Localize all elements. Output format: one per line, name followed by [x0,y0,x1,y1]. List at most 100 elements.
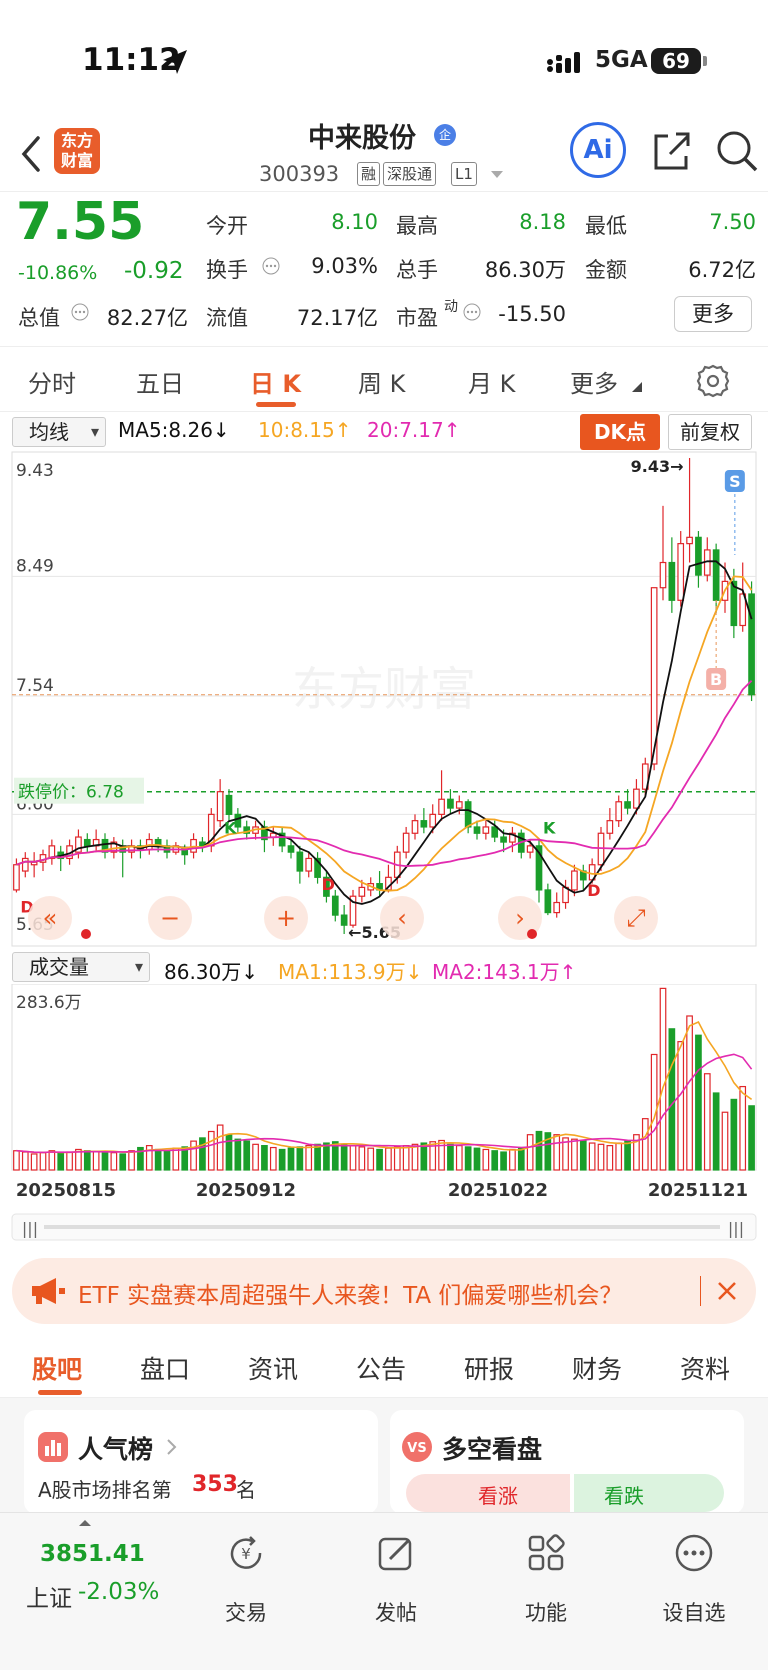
subtab-pankou[interactable]: 盘口 [140,1355,191,1384]
zoom-out-icon-bg[interactable] [148,896,192,940]
subtab-guba[interactable]: 股吧 [32,1355,83,1384]
network-type: 5GA [595,47,648,73]
subtab-profile[interactable]: 资料 [680,1355,731,1384]
volume-bar [606,1145,614,1171]
info-dots-icon[interactable] [261,256,281,276]
scroll-right-icon[interactable]: › [515,904,525,932]
volume-bar [119,1153,127,1171]
volume-bar [482,1148,490,1171]
subtab-research[interactable]: 研报 [464,1355,515,1384]
zoom-out-icon[interactable]: − [160,904,180,932]
bear-bar[interactable]: 看跌 [574,1474,724,1512]
nav-post[interactable]: 发帖 [375,1601,417,1625]
scroll-right-icon-bg[interactable] [498,896,542,940]
signal-mark: K [224,818,237,837]
zoom-in-icon-bg[interactable] [264,896,308,940]
candle-body [75,836,82,853]
bull-bar[interactable]: 看涨 [406,1474,570,1512]
caret-down-icon[interactable] [490,170,504,180]
scroll-handle-right-icon[interactable]: ||| [728,1219,744,1238]
scroll-left-icon[interactable]: ‹ [397,904,407,932]
info-dots-icon[interactable] [70,302,90,322]
candle-body [349,895,357,926]
ai-button[interactable]: Ai [570,122,626,178]
indicator-select[interactable]: 成交量 [12,952,150,982]
scroll-left-icon-bg[interactable] [380,896,424,940]
candle-body [571,870,578,891]
fullscreen-icon[interactable]: ⤢ [626,904,645,932]
subtab-finance[interactable]: 财务 [572,1355,623,1384]
fullscreen-icon-bg[interactable] [614,896,658,940]
volume-bar [331,1141,339,1171]
promo-banner[interactable]: ETF 实盘赛本周超强牛人来袭！TA 们偏爱哪些机会？ [12,1258,756,1324]
bull-label: 看涨 [478,1484,518,1508]
candle-body [730,580,738,627]
mktcap-label: 总值 [18,306,60,330]
nav-customize-watchlist[interactable]: 设自选 [662,1601,726,1625]
kline-chart[interactable]: 东方财富9.438.497.546.605.65跌停价：6.789.43→←5.… [0,450,768,950]
volume-bar [323,1142,330,1171]
popularity-card[interactable]: 人气榜 A股市场排名第 353 名 [24,1410,378,1514]
subtab-announcements[interactable]: 公告 [356,1355,407,1384]
subtab-news[interactable]: 资讯 [248,1355,299,1384]
nav-functions[interactable]: 功能 [525,1601,567,1625]
candle-body [491,826,499,838]
post-icon[interactable] [376,1533,416,1573]
nav-trade[interactable]: 交易 [225,1601,267,1625]
more-button[interactable]: 更多 [674,296,752,332]
scroll-handle-left-icon[interactable]: ||| [22,1219,38,1238]
candle-body [482,826,490,834]
tab-daily-k[interactable]: 日 K [250,370,301,398]
volume-bar [553,1134,561,1171]
volume-bar [730,1098,738,1171]
candle-body [544,889,552,914]
scroll-left-fast-icon[interactable]: « [43,904,58,932]
tab-monthly-k[interactable]: 月 K [468,370,516,398]
back-arrow-icon[interactable] [18,134,44,174]
candle-body [243,826,251,834]
candle-body [83,838,91,847]
battery-icon: 69 [651,48,707,74]
volume-bar [137,1146,144,1171]
sell-signal-text: S [729,472,741,491]
ma-select[interactable]: 均线 [12,417,106,447]
volume-chart[interactable]: 283.6万 20250815 20250912 20251022 20251121 ||… [0,984,768,1246]
close-icon[interactable] [716,1280,738,1302]
index-name[interactable]: 上证 [26,1586,72,1612]
grid-apps-icon[interactable] [526,1533,566,1573]
signal-mark: D [322,875,335,894]
dk-point-button[interactable]: DK点 [580,414,660,450]
index-change[interactable]: -2.03% [78,1579,160,1605]
candle-body [438,798,445,815]
tab-five-day[interactable]: 五日 [136,370,184,398]
pe-value: -15.50 [498,302,566,326]
tab-intraday[interactable]: 分时 [28,370,76,398]
index-value[interactable]: 3851.41 [40,1541,145,1567]
tab-weekly-k[interactable]: 周 K [358,370,406,398]
corp-badge: 企 [434,124,456,146]
tab-more[interactable]: 更多 [570,370,618,398]
x-axis-date: 20251022 [448,1180,548,1201]
trade-icon[interactable]: ¥ [226,1533,266,1573]
candle-body [633,788,640,809]
scroll-left-fast-icon-bg[interactable] [28,896,72,940]
volume-bar [278,1148,286,1171]
candle-body [624,801,631,809]
zoom-in-icon[interactable]: + [276,904,296,932]
volume-bar [473,1147,481,1171]
float-label: 流值 [206,306,248,330]
info-dots-icon[interactable] [462,302,482,322]
candle-body [13,864,20,891]
adjust-button[interactable]: 前复权 [668,414,752,450]
chart-toolbar: 均线 MA5:8.26↓ 10:8.15↑ 20:7.17↑ DK点 前复权 [0,414,768,450]
sentiment-card[interactable]: VS 多空看盘 看涨 看跌 [390,1410,744,1514]
ma5-value: MA5:8.26↓ [118,418,230,442]
search-icon[interactable] [714,128,760,174]
caret-up-icon[interactable] [78,1519,92,1527]
share-icon[interactable] [648,128,694,174]
chevron-right-icon [167,1439,177,1455]
volume-bar [393,1146,401,1171]
more-dots-icon[interactable] [674,1533,714,1573]
gear-icon[interactable] [694,362,732,400]
sentiment-title: 多空看盘 [442,1435,543,1464]
